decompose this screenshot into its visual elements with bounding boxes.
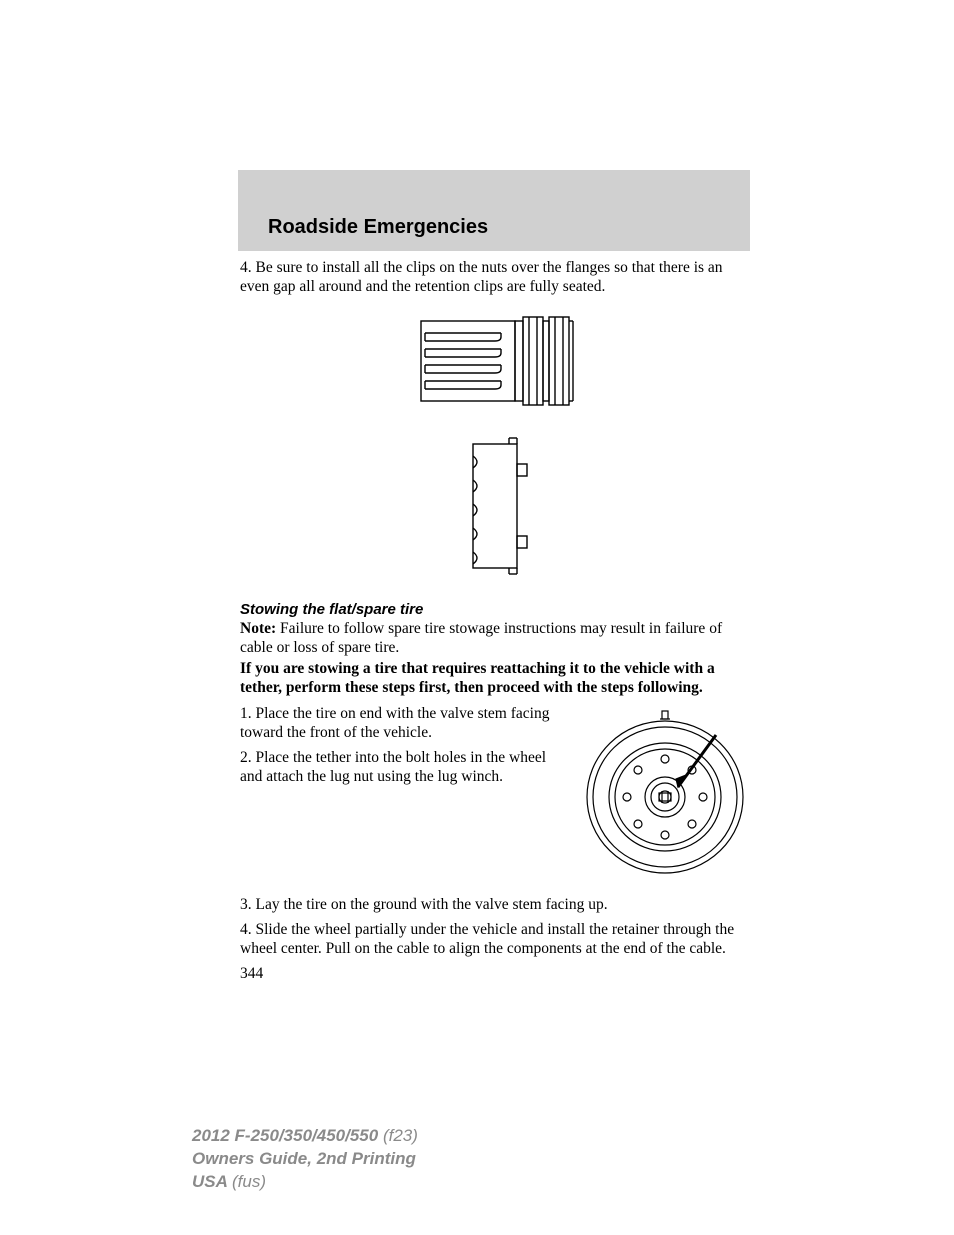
wheel-diagram-icon: [580, 705, 750, 877]
step-3: 3. Lay the tire on the ground with the v…: [240, 896, 750, 915]
section-title: Roadside Emergencies: [268, 216, 750, 239]
bold-instruction: If you are stowing a tire that requires …: [240, 660, 750, 698]
section-header-bar: Roadside Emergencies: [238, 170, 750, 251]
footer-line-1: 2012 F-250/350/450/550 (f23): [192, 1125, 418, 1148]
page-content: Roadside Emergencies 4. Be sure to insta…: [240, 170, 750, 983]
footer-vehicle: 2012 F-250/350/450/550: [192, 1126, 383, 1145]
page-number: 344: [240, 965, 750, 983]
paragraph-step-4: 4. Be sure to install all the clips on t…: [240, 259, 750, 297]
subheading-stowing: Stowing the flat/spare tire: [240, 601, 750, 618]
step-4: 4. Slide the wheel partially under the v…: [240, 921, 750, 959]
note-paragraph: Note: Failure to follow spare tire stowa…: [240, 620, 750, 658]
footer-code2: (fus): [232, 1172, 266, 1191]
clip-front-icon: [453, 434, 537, 578]
step-2: 2. Place the tether into the bolt holes …: [240, 749, 560, 787]
steps-column: 1. Place the tire on end with the valve …: [240, 705, 560, 793]
note-text: Failure to follow spare tire stowage ins…: [240, 620, 722, 656]
wheel-diagram-column: [580, 705, 750, 882]
diagram-clip-front: [240, 434, 750, 583]
footer-line-3: USA (fus): [192, 1171, 418, 1194]
footer-line-2: Owners Guide, 2nd Printing: [192, 1148, 418, 1171]
clip-side-icon: [415, 313, 575, 409]
step-1: 1. Place the tire on end with the valve …: [240, 705, 560, 743]
steps-with-diagram: 1. Place the tire on end with the valve …: [240, 705, 750, 882]
footer-code1: (f23): [383, 1126, 418, 1145]
note-label: Note:: [240, 620, 276, 637]
footer-region: USA: [192, 1172, 232, 1191]
diagram-clip-side: [240, 313, 750, 414]
footer-block: 2012 F-250/350/450/550 (f23) Owners Guid…: [192, 1125, 418, 1194]
